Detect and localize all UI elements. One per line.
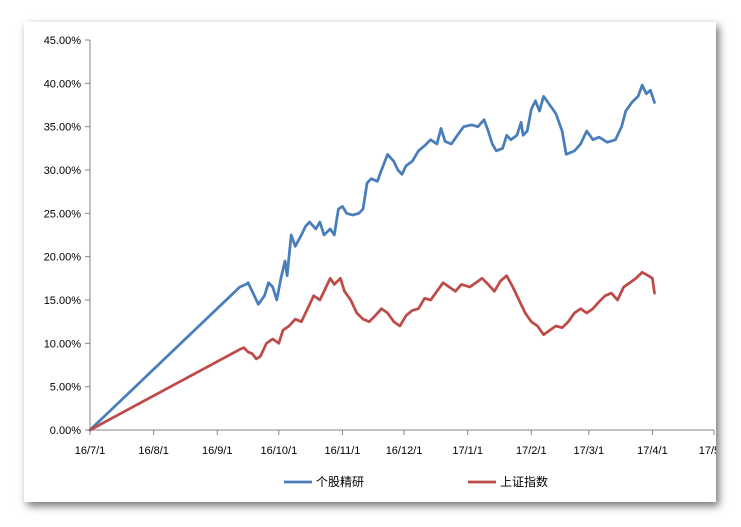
y-axis: 0.00% 5.00% 10.00% 15.00% 20.00% 25.00% 30.00%… — [44, 35, 91, 437]
x-axis: 16/7/1 16/8/1 16/9/1 16/10/1 16/11/1 16/12/1 1… — [75, 429, 716, 457]
y-tick-label: 30.00% — [44, 165, 82, 177]
chart-frame: 0.00% 5.00% 10.00% 15.00% 20.00% 25.00% 30.00%… — [24, 22, 716, 502]
series-layer — [88, 83, 656, 432]
x-tick-label: 16/10/1 — [260, 445, 297, 457]
x-tick-label: 17/3/1 — [573, 445, 604, 457]
legend-label-2: 上证指数 — [500, 474, 548, 489]
legend: 个股精研 上证指数 — [284, 474, 548, 489]
x-tick-label: 16/11/1 — [325, 445, 361, 457]
y-tick-label: 25.00% — [44, 208, 82, 220]
y-tick-label: 10.00% — [44, 338, 82, 350]
x-tick-label: 16/12/1 — [386, 445, 423, 457]
y-tick-label: 5.00% — [50, 382, 81, 394]
y-tick-label: 40.00% — [44, 78, 82, 90]
y-tick-label: 20.00% — [44, 252, 82, 264]
x-tick-label: 16/9/1 — [202, 445, 233, 457]
series-line-2 — [88, 270, 656, 432]
x-tick-label: 17/5/1 — [699, 445, 716, 457]
y-tick-label: 0.00% — [50, 425, 81, 437]
y-tick-label: 15.00% — [44, 295, 82, 307]
x-tick-label: 16/7/1 — [75, 445, 106, 457]
x-tick-label: 17/4/1 — [637, 445, 668, 457]
y-tick-label: 35.00% — [44, 122, 82, 134]
line-chart: 0.00% 5.00% 10.00% 15.00% 20.00% 25.00% 30.00%… — [44, 35, 716, 489]
x-tick-label: 17/2/1 — [516, 445, 547, 457]
x-tick-label: 17/1/1 — [452, 445, 483, 457]
series-line-1 — [88, 83, 656, 432]
y-tick-label: 45.00% — [44, 35, 82, 47]
x-tick-label: 16/8/1 — [138, 445, 169, 457]
legend-label-1: 个股精研 — [316, 475, 364, 489]
